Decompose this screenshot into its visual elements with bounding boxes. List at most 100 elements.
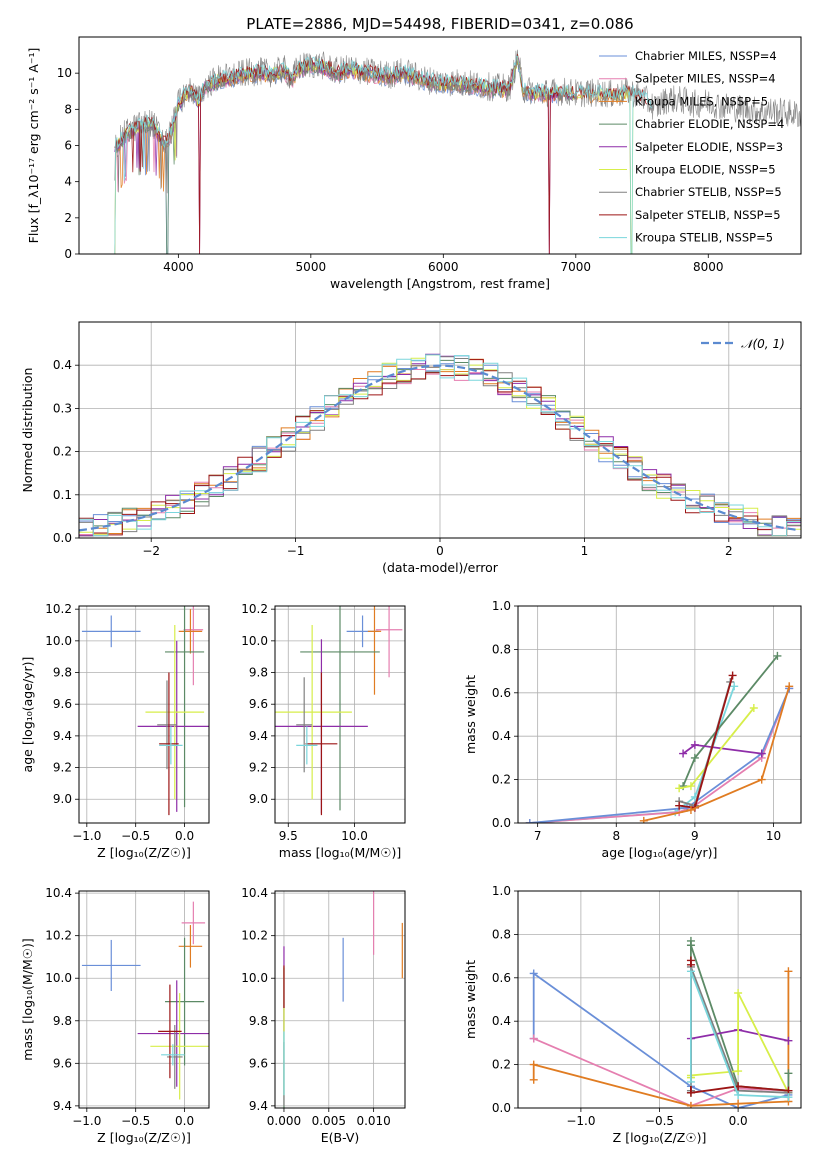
weight-marker: [525, 819, 534, 823]
plot-frame: [274, 605, 406, 824]
x-tick-label: 10.0: [341, 829, 368, 843]
x-tick-label: 0.005: [312, 1114, 346, 1128]
y-tick-label: 9.0: [249, 792, 268, 806]
weight-line: [532, 971, 790, 1107]
x-tick-label: −0.5: [121, 829, 150, 843]
weight-marker: [785, 682, 794, 691]
legend-entry: Salpeter ELODIE, NSSP=3: [635, 140, 783, 154]
y-tick-label: 9.6: [249, 697, 268, 711]
weight-marker: [686, 805, 695, 814]
weight-marker: [734, 1099, 743, 1108]
plot-body: [114, 49, 801, 254]
x-tick-label: −1.0: [566, 1114, 595, 1128]
y-tick-label: 10.0: [45, 971, 72, 985]
panel-weight-vs-Z: −1.0 −0.5 0.0 0.0 0.2 0.4 0.6 0.8 1.0 Z [log₁₀(Z/…: [463, 884, 802, 1145]
y-axis-label: Normed distribution: [20, 368, 35, 493]
errorbar-point: [305, 672, 338, 816]
y-tick-label: 9.4: [249, 729, 268, 743]
y-tick-label: 0.6: [492, 686, 511, 700]
plot-body: [79, 353, 801, 537]
errorbar-point: [165, 937, 205, 1066]
panel-residuals: −2 −1 0 1 2 0.0 0.1 0.2 0.3 0.4 (data-model)/error…: [20, 321, 802, 575]
plot-body: [525, 651, 794, 823]
weight-marker: [734, 1090, 743, 1099]
x-axis-label: E(B-V): [321, 1130, 360, 1145]
plot-body: [81, 901, 209, 1100]
legend-entry: Salpeter MILES, NSSP=4: [635, 72, 776, 86]
series-line: [114, 55, 653, 254]
y-axis-label: mass [log₁₀(M/M☉)]: [20, 938, 35, 1060]
y-tick-label: 0.2: [53, 445, 72, 459]
y-tick-label: 9.2: [53, 761, 72, 775]
errorbar-point: [157, 680, 177, 770]
x-tick-label: 2: [725, 544, 733, 558]
x-tick-label: 10: [766, 829, 781, 843]
errorbar-point: [183, 606, 204, 686]
x-tick-label: 0.010: [356, 1114, 390, 1128]
errorbar-point: [137, 640, 209, 812]
plot-frame: [78, 890, 210, 1109]
legend-entry: Kroupa MILES, NSSP=5: [635, 94, 768, 108]
y-tick-label: 9.4: [249, 1099, 268, 1113]
y-tick-label: 9.6: [249, 1056, 268, 1070]
plot-frame: [517, 890, 802, 1109]
x-tick-label: 9: [691, 829, 699, 843]
plot-frame: [78, 36, 802, 255]
x-tick-label: −0.5: [121, 1114, 150, 1128]
panel-weight-vs-age: 7 8 9 10 0.0 0.2 0.4 0.6 0.8 1.0 age [log₁₀(age/yr…: [463, 599, 802, 860]
weight-line: [690, 1028, 789, 1042]
x-tick-label: 0: [436, 544, 444, 558]
y-tick-label: 9.0: [53, 792, 72, 806]
y-tick-label: 1.0: [492, 599, 511, 613]
legend-entry: 𝒩(0, 1): [741, 337, 785, 351]
weight-marker: [690, 753, 699, 762]
weight-line: [690, 940, 790, 1093]
weight-line: [690, 960, 789, 1094]
x-axis-label: Z [log₁₀(Z/Z☉)]: [613, 1130, 707, 1145]
x-tick-label: 9.5: [279, 829, 298, 843]
plot-body: [81, 606, 209, 816]
errorbar-point: [178, 925, 203, 968]
weight-marker: [749, 703, 758, 712]
errorbar-point: [178, 609, 203, 654]
y-tick-label: 9.6: [53, 1056, 72, 1070]
series-line: [114, 49, 801, 196]
figure-title: PLATE=2886, MJD=54498, FIBERID=0341, z=0…: [246, 15, 633, 33]
x-tick-label: 7000: [561, 260, 592, 274]
weight-marker: [784, 1093, 793, 1102]
y-tick-label: 1.0: [492, 884, 511, 898]
weight-line: [533, 1037, 789, 1107]
x-tick-label: 8: [612, 829, 620, 843]
errorbar-point: [375, 606, 403, 678]
panel-age-vs-Z: −1.0 −0.5 0.0 9.0 9.2 9.4 9.6 9.8 10.0 10.2 Z [log…: [20, 602, 210, 860]
x-tick-label: 7: [534, 829, 542, 843]
y-tick-label: 6: [64, 139, 72, 153]
plot-frame: [517, 605, 802, 824]
y-tick-label: 9.8: [53, 666, 72, 680]
weight-marker: [784, 967, 793, 976]
weight-marker: [686, 1088, 695, 1097]
series-line: [114, 54, 648, 254]
weight-marker: [686, 956, 695, 965]
errorbar-point: [158, 984, 182, 1079]
gaussian-curve: [79, 364, 799, 532]
y-tick-label: 10.0: [241, 971, 268, 985]
y-tick-label: 10: [57, 66, 72, 80]
errorbar-point: [145, 625, 205, 800]
errorbar-point: [150, 993, 209, 1100]
weight-marker: [675, 784, 684, 793]
legend-entry: Chabrier ELODIE, NSSP=4: [635, 117, 784, 131]
y-tick-label: 10.0: [45, 634, 72, 648]
panel-mass-vs-Z: −1.0 −0.5 0.0 9.4 9.6 9.8 10.0 10.2 10.4 Z [log₁₀…: [20, 886, 210, 1145]
y-tick-label: 0.0: [53, 531, 72, 545]
y-tick-label: 0.4: [492, 729, 511, 743]
x-axis-label: Z [log₁₀(Z/Z☉)]: [97, 1130, 191, 1145]
y-tick-label: 0: [64, 247, 72, 261]
weight-marker: [734, 988, 743, 997]
y-tick-label: 0.1: [53, 488, 72, 502]
weight-marker: [529, 969, 538, 978]
weight-marker: [757, 749, 766, 758]
plot-body: [275, 606, 403, 816]
y-tick-label: 9.2: [249, 761, 268, 775]
panel-mass-vs-ebv: 0.000 0.005 0.010 9.4 9.6 9.8 10.0 10.2 10.4 E(B-…: [241, 886, 406, 1145]
